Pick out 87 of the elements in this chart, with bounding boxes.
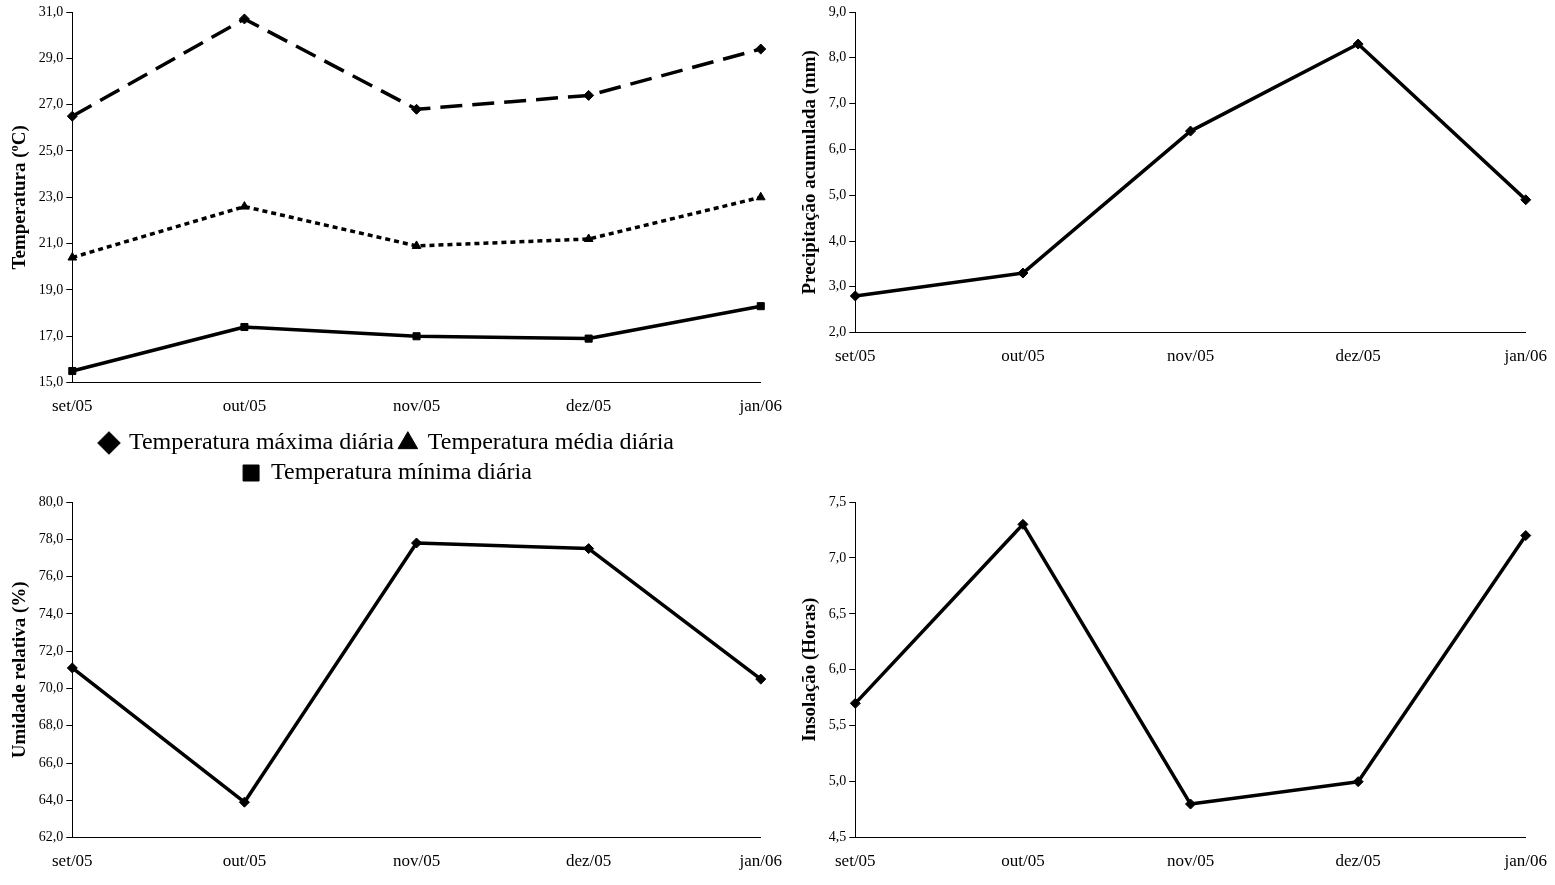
y-tick-label: 68,0 xyxy=(38,717,64,733)
point xyxy=(755,191,766,201)
y-tick-label: 72,0 xyxy=(38,642,64,658)
legend-label: Temperatura mínima diária xyxy=(271,458,533,485)
point xyxy=(240,322,249,332)
point xyxy=(1520,530,1532,542)
y-tick-label: 4,0 xyxy=(828,232,847,248)
x-tick-label: jan/06 xyxy=(1503,851,1547,871)
point xyxy=(66,110,78,122)
x-tick-label: set/05 xyxy=(835,346,876,366)
y-tick-label: 74,0 xyxy=(38,605,64,621)
x-tick-label: dez/05 xyxy=(1335,346,1381,366)
y-tick-label: 5,0 xyxy=(828,186,847,202)
point xyxy=(1017,267,1029,279)
y-tick-label: 8,0 xyxy=(828,49,847,65)
x-tick-label: set/05 xyxy=(52,851,93,871)
y-tick-label: 5,0 xyxy=(828,773,847,789)
x-tick-label: nov/05 xyxy=(392,851,441,871)
point xyxy=(68,366,77,376)
point xyxy=(849,290,861,302)
point xyxy=(239,201,250,210)
y-tick-label: 78,0 xyxy=(38,530,64,546)
y-tick-label: 2,0 xyxy=(828,324,847,340)
x-tick-label: dez/05 xyxy=(1335,851,1381,871)
y-axis-title: Insolação (Horas) xyxy=(798,597,821,742)
point xyxy=(583,89,595,101)
y-axis-title: Temperatura (ºC) xyxy=(8,125,31,270)
point xyxy=(411,240,422,249)
y-tick-label: 5,5 xyxy=(828,717,847,733)
point xyxy=(1185,125,1197,137)
point xyxy=(1352,38,1364,50)
y-tick-label: 64,0 xyxy=(38,791,64,807)
x-tick-label: jan/06 xyxy=(1503,346,1547,366)
point xyxy=(66,662,78,674)
y-tick-label: 21,0 xyxy=(38,235,64,251)
point xyxy=(584,334,593,343)
point xyxy=(238,13,250,25)
point xyxy=(1352,776,1364,788)
y-tick-label: 7,5 xyxy=(828,493,847,509)
y-axis-title: Umidade relativa (%) xyxy=(8,581,31,759)
x-tick-label: nov/05 xyxy=(1166,851,1215,871)
y-tick-label: 15,0 xyxy=(38,374,64,390)
x-tick-label: set/05 xyxy=(52,396,93,416)
x-tick-label: out/05 xyxy=(222,396,267,416)
y-tick-label: 6,0 xyxy=(828,661,847,677)
point xyxy=(238,796,250,808)
x-tick-label: nov/05 xyxy=(1166,346,1215,366)
x-tick-label: out/05 xyxy=(1001,346,1045,366)
y-tick-label: 23,0 xyxy=(38,188,64,204)
x-tick-label: dez/05 xyxy=(565,396,612,416)
y-tick-label: 3,0 xyxy=(828,278,847,294)
x-tick-label: out/05 xyxy=(222,851,267,871)
y-tick-label: 6,5 xyxy=(828,605,847,621)
point xyxy=(1017,518,1029,530)
point xyxy=(849,697,861,709)
y-tick-label: 29,0 xyxy=(38,50,64,65)
x-tick-label: dez/05 xyxy=(565,851,612,871)
x-tick-label: out/05 xyxy=(1001,851,1045,871)
point xyxy=(755,43,767,55)
y-tick-label: 66,0 xyxy=(38,754,64,770)
legend-label: Temperatura máxima diária xyxy=(128,428,395,455)
x-tick-label: jan/06 xyxy=(738,396,782,416)
y-tick-label: 19,0 xyxy=(38,281,64,297)
y-tick-label: 80,0 xyxy=(38,493,64,509)
y-tick-label: 31,0 xyxy=(38,3,64,19)
y-tick-label: 70,0 xyxy=(38,680,64,696)
y-tick-label: 17,0 xyxy=(38,327,64,343)
point xyxy=(412,332,421,341)
y-tick-label: 6,0 xyxy=(828,141,847,157)
y-tick-label: 62,0 xyxy=(38,829,64,845)
y-tick-label: 9,0 xyxy=(828,3,847,19)
y-tick-label: 27,0 xyxy=(38,96,64,112)
y-axis-title: Precipitação acumulada (mm) xyxy=(798,50,821,295)
y-tick-label: 25,0 xyxy=(38,142,64,158)
point xyxy=(755,673,767,685)
point xyxy=(756,302,765,311)
y-tick-label: 7,0 xyxy=(828,95,847,111)
y-tick-label: 76,0 xyxy=(38,568,64,584)
point xyxy=(1520,194,1532,206)
x-tick-label: nov/05 xyxy=(392,396,441,416)
point xyxy=(583,233,594,242)
x-tick-label: jan/06 xyxy=(738,851,782,871)
y-tick-label: 4,5 xyxy=(828,829,847,845)
legend-label: Temperatura média diária xyxy=(427,428,675,455)
x-tick-label: set/05 xyxy=(835,851,876,871)
y-tick-label: 7,0 xyxy=(828,549,847,565)
point xyxy=(67,252,78,261)
